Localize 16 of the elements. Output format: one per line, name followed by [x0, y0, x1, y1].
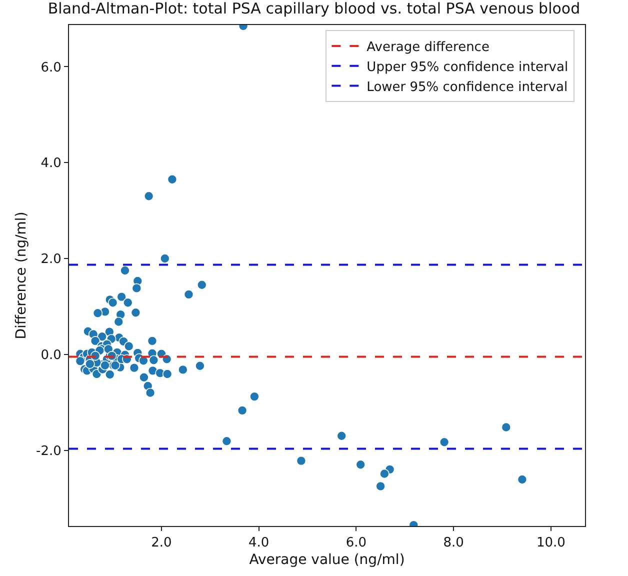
x-tick-label: 8.0	[443, 536, 464, 551]
x-tick-label: 6.0	[346, 536, 367, 551]
legend-label: Upper 95% confidence interval	[366, 60, 568, 75]
y-axis-title: Difference (ng/ml)	[14, 212, 30, 340]
y-tick-label: 0.0	[40, 348, 62, 363]
y-tick-label: 6.0	[40, 60, 62, 76]
x-tick-label: 4.0	[248, 536, 270, 551]
legend-label: Lower 95% confidence interval	[366, 80, 568, 95]
x-axis-title: Average value (ng/ml)	[249, 552, 405, 568]
y-tick-label: 4.0	[40, 156, 62, 172]
legend-label: Average difference	[366, 40, 490, 56]
y-tick-label: 2.0	[40, 252, 62, 268]
x-tick-label: 10.0	[536, 536, 566, 551]
chart-title: Bland-Altman-Plot: total PSA capillary blood vs. total PSA venous blood	[48, 0, 580, 18]
y-tick-label: -2.0	[36, 444, 62, 459]
x-tick-label: 2.0	[151, 536, 172, 551]
